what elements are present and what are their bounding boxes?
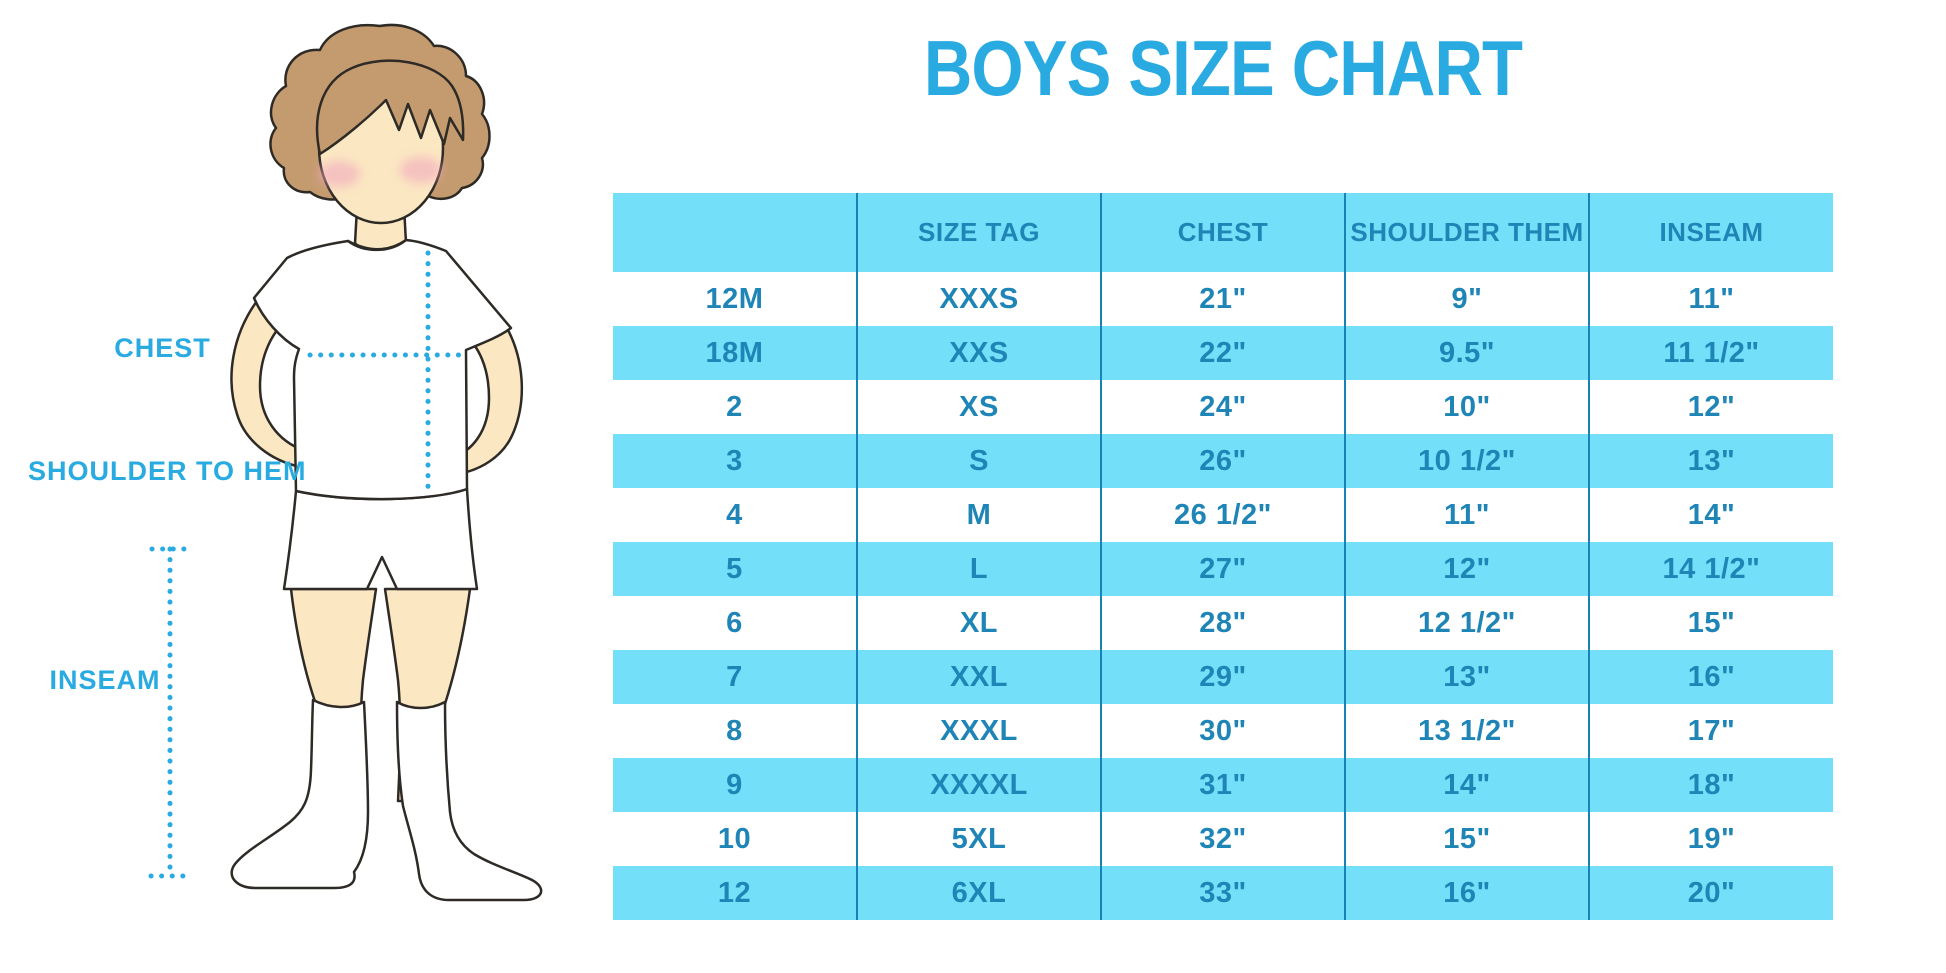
table-cell: 9" — [1344, 272, 1589, 326]
table-cell: 30" — [1100, 704, 1345, 758]
table-cell: 20" — [1588, 866, 1833, 920]
boy-shorts — [282, 487, 479, 591]
table-row: 18M XXS 22" 9.5" 11 1/2" — [613, 326, 1833, 380]
table-row: 10 5XL 32" 15" 19" — [613, 812, 1833, 866]
table-cell: 16" — [1588, 650, 1833, 704]
table-cell: 33" — [1100, 866, 1345, 920]
table-cell: L — [856, 542, 1101, 596]
table-cell: 12M — [705, 282, 764, 315]
table-cell: 31" — [1100, 758, 1345, 812]
table-row: 4 M 26 1/2" 11" 14" — [613, 488, 1833, 542]
table-cell: 11" — [1588, 272, 1833, 326]
boy-left-sock — [230, 698, 370, 890]
header-cell-chest: CHEST — [1100, 193, 1345, 272]
table-cell: 32" — [1100, 812, 1345, 866]
table-cell: 10 — [717, 822, 752, 855]
boy-hair-fringe — [315, 59, 465, 156]
table-cell: 26" — [1100, 434, 1345, 488]
boy-measurement-illustration — [148, 23, 543, 902]
table-cell: 28" — [1100, 596, 1345, 650]
table-cell: 8 — [726, 714, 743, 747]
boy-tshirt — [252, 238, 513, 501]
table-cell: XXXS — [856, 272, 1101, 326]
table-cell: 15" — [1344, 812, 1589, 866]
table-cell: XL — [856, 596, 1101, 650]
table-cell: 9.5" — [1344, 326, 1589, 380]
table-cell: 29" — [1100, 650, 1345, 704]
size-table-body: 12M XXXS 21" 9" 11" 18M XXS 22" 9.5" 11 1/2" 2 XS 24… — [613, 272, 1833, 920]
table-cell: 12 — [613, 866, 857, 920]
table-cell: XS — [856, 380, 1101, 434]
boy-right-cheek — [400, 157, 442, 183]
inseam-label: INSEAM — [49, 665, 161, 695]
table-cell: 13" — [1588, 434, 1833, 488]
table-row: 8 XXXL 30" 13 1/2" 17" — [613, 704, 1833, 758]
table-cell: 12 1/2" — [1344, 596, 1589, 650]
table-cell: 12" — [1588, 380, 1833, 434]
size-table-header: SIZE TAG CHEST SHOULDER THEM INSEAM — [613, 193, 1833, 272]
header-row: SIZE TAG CHEST SHOULDER THEM INSEAM — [613, 193, 1833, 272]
table-cell: 3 — [613, 434, 857, 488]
table-cell: 27" — [1100, 542, 1345, 596]
boy-left-cheek — [318, 161, 360, 187]
table-cell: 5 — [613, 542, 857, 596]
table-cell: 2 — [726, 390, 743, 423]
table-cell: 15" — [1588, 596, 1833, 650]
table-cell: 11 1/2" — [1588, 326, 1833, 380]
table-cell: 13" — [1344, 650, 1589, 704]
table-cell: 14" — [1344, 758, 1589, 812]
table-cell: S — [856, 434, 1101, 488]
table-cell: 26 1/2" — [1100, 488, 1345, 542]
size-table: SIZE TAG CHEST SHOULDER THEM INSEAM 12M X… — [613, 193, 1833, 920]
table-cell: M — [856, 488, 1101, 542]
table-cell: 10 1/2" — [1344, 434, 1589, 488]
table-cell: 16" — [1344, 866, 1589, 920]
table-cell: 19" — [1588, 812, 1833, 866]
table-row: 9 XXXXL 31" 14" 18" — [613, 758, 1833, 812]
table-row: 2 XS 24" 10" 12" — [613, 380, 1833, 434]
table-cell: XXL — [856, 650, 1101, 704]
boy-collar-line — [346, 238, 408, 251]
table-cell: 7 — [613, 650, 857, 704]
table-cell: 14 1/2" — [1588, 542, 1833, 596]
table-cell: 12" — [1344, 542, 1589, 596]
shoulder-to-hem-label: SHOULDER TO HEM — [28, 456, 307, 486]
chest-label: CHEST — [114, 333, 211, 363]
header-cell-inseam: INSEAM — [1588, 193, 1833, 272]
table-cell: 4 — [726, 498, 743, 531]
table-cell: 18M — [613, 326, 857, 380]
table-cell: 9 — [613, 758, 857, 812]
table-cell: 21" — [1100, 272, 1345, 326]
table-cell: XXS — [856, 326, 1101, 380]
table-cell: 6XL — [856, 866, 1101, 920]
table-row: 12 6XL 33" 16" 20" — [613, 866, 1833, 920]
table-row: 3 S 26" 10 1/2" 13" — [613, 434, 1833, 488]
table-cell: 10" — [1344, 380, 1589, 434]
table-cell: 18" — [1588, 758, 1833, 812]
table-cell: 22" — [1100, 326, 1345, 380]
table-cell: 24" — [1100, 380, 1345, 434]
header-cell-shoulder-them: SHOULDER THEM — [1344, 193, 1589, 272]
table-cell: XXXL — [856, 704, 1101, 758]
table-cell: 17" — [1588, 704, 1833, 758]
table-cell: 6 — [726, 606, 743, 639]
table-cell: 5XL — [856, 812, 1101, 866]
boy-right-sock — [395, 700, 543, 902]
table-cell: 13 1/2" — [1344, 704, 1589, 758]
table-cell: XXXXL — [856, 758, 1101, 812]
header-cell-size — [613, 193, 857, 272]
table-row: 7 XXL 29" 13" 16" — [613, 650, 1833, 704]
table-cell: 14" — [1588, 488, 1833, 542]
table-cell: 11" — [1344, 488, 1589, 542]
page-title: BOYS SIZE CHART — [923, 24, 1523, 112]
table-row: 6 XL 28" 12 1/2" 15" — [613, 596, 1833, 650]
table-row: 5 L 27" 12" 14 1/2" — [613, 542, 1833, 596]
header-cell-size-tag: SIZE TAG — [856, 193, 1101, 272]
table-row: 12M XXXS 21" 9" 11" — [613, 272, 1833, 326]
